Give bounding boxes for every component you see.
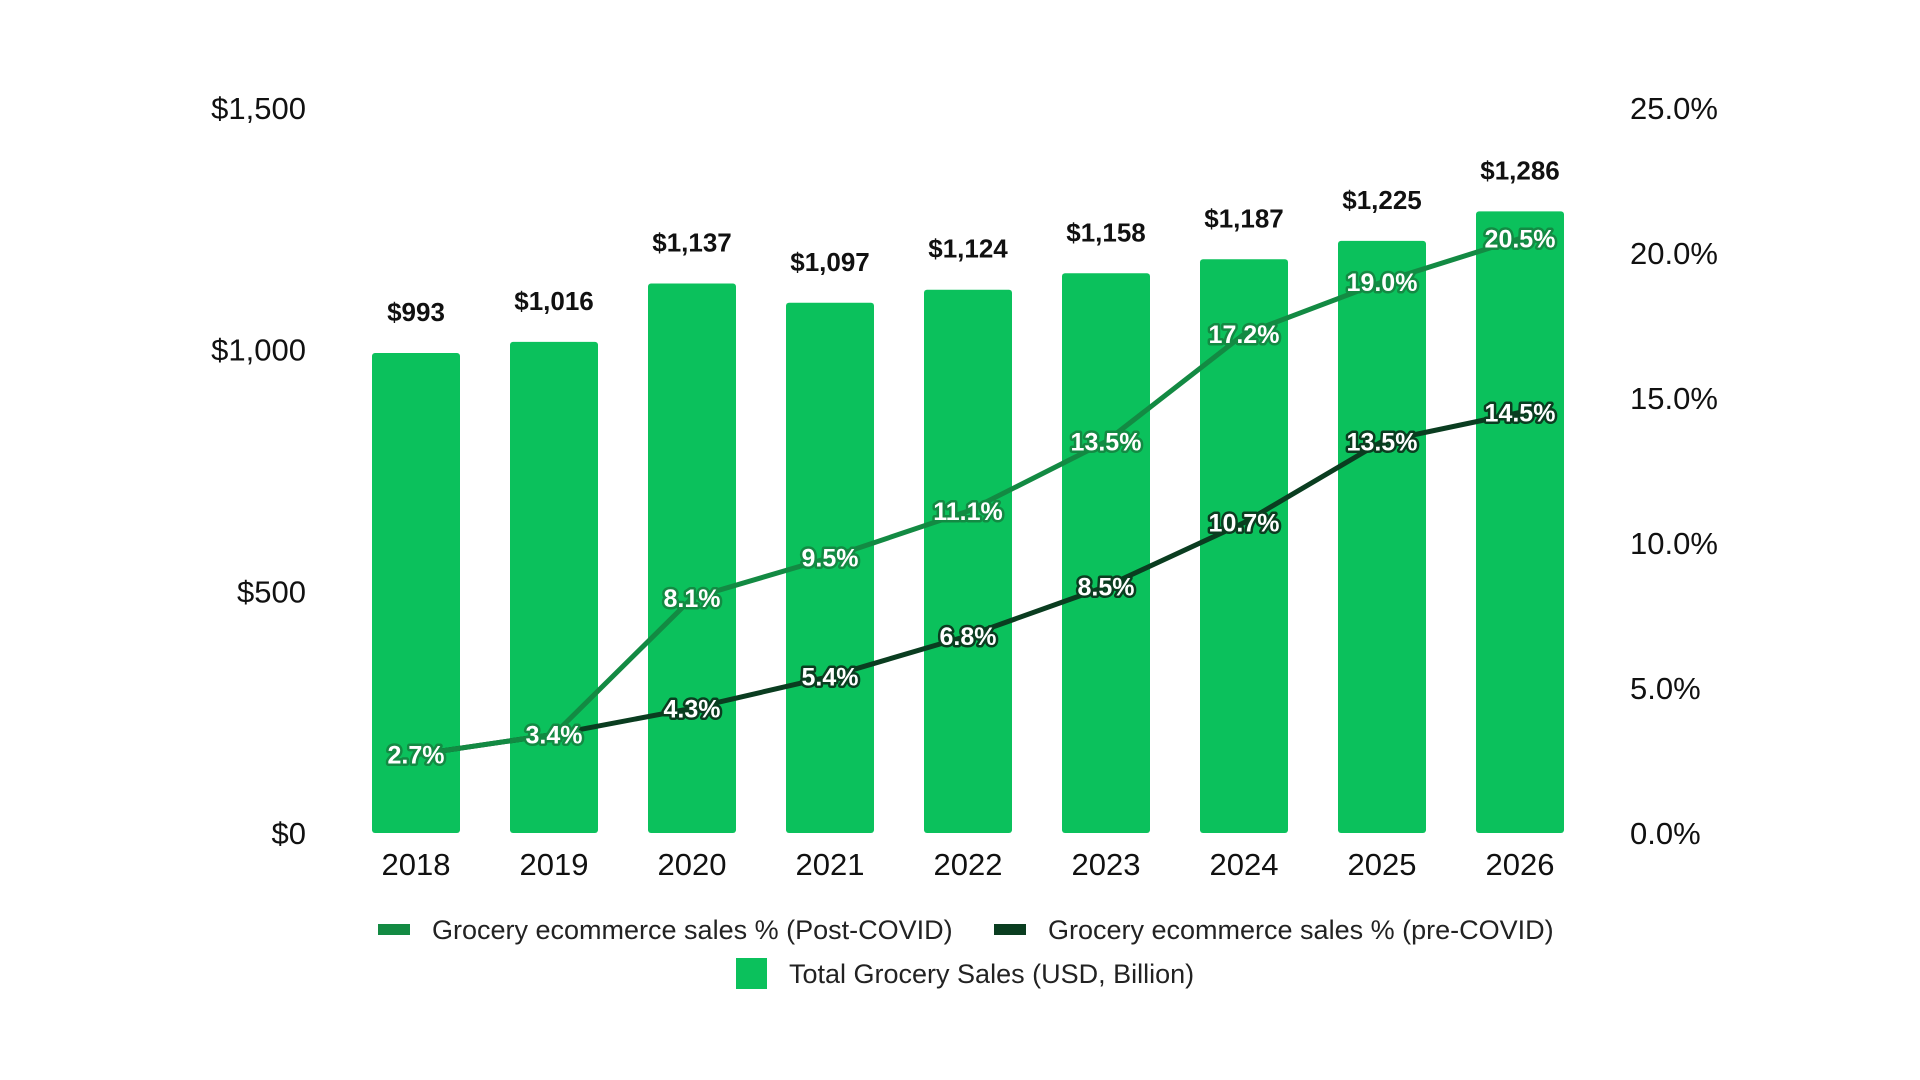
bar xyxy=(648,283,736,833)
y-left-tick-label: $0 xyxy=(272,816,306,851)
line-point-label: 13.5% xyxy=(1347,429,1418,457)
y-right-tick-label: 0.0% xyxy=(1630,816,1701,851)
legend-swatch-post-covid xyxy=(378,924,410,935)
legend-label-pre-covid: Grocery ecommerce sales % (pre-COVID) xyxy=(1048,915,1554,945)
line-point-label: 13.5% xyxy=(1071,429,1142,457)
y-left-tick-label: $1,000 xyxy=(211,333,306,368)
bar xyxy=(372,353,460,833)
line-point-label: 14.5% xyxy=(1485,400,1556,428)
x-tick-label: 2023 xyxy=(1072,847,1141,882)
x-tick-label: 2024 xyxy=(1210,847,1279,882)
bar-value-label: $1,286 xyxy=(1480,155,1560,185)
legend-swatch-total-sales xyxy=(736,958,767,989)
line-point-label: 20.5% xyxy=(1485,226,1556,254)
bar xyxy=(1062,273,1150,833)
bar-value-label: $1,225 xyxy=(1342,185,1422,215)
bar-value-label: $1,016 xyxy=(514,286,594,316)
y-right-tick-label: 20.0% xyxy=(1630,236,1718,271)
line-point-label: 17.2% xyxy=(1209,321,1280,349)
line-point-label: 19.0% xyxy=(1347,269,1418,297)
line-point-label: 8.1% xyxy=(664,585,721,613)
line-point-label: 3.4% xyxy=(526,721,583,749)
line-point-label: 10.7% xyxy=(1209,510,1280,538)
line-series xyxy=(415,236,1521,758)
line-series xyxy=(415,410,1521,758)
x-tick-label: 2020 xyxy=(658,847,727,882)
bar xyxy=(1476,211,1564,833)
x-tick-label: 2018 xyxy=(382,847,451,882)
bar xyxy=(786,302,874,833)
bar-value-label: $1,097 xyxy=(790,247,870,277)
bar xyxy=(924,289,1012,833)
x-tick-label: 2019 xyxy=(520,847,589,882)
line-point-label: 8.5% xyxy=(1078,574,1135,602)
line-point-label: 2.7% xyxy=(388,742,445,770)
bar xyxy=(1200,259,1288,833)
x-tick-label: 2021 xyxy=(796,847,865,882)
bar xyxy=(510,341,598,833)
line-point-label: 5.4% xyxy=(802,663,859,691)
y-right-tick-label: 10.0% xyxy=(1630,526,1718,561)
y-left-tick-label: $1,500 xyxy=(211,91,306,126)
legend-label-total-sales: Total Grocery Sales (USD, Billion) xyxy=(789,959,1194,989)
line-point-label: 11.1% xyxy=(933,498,1003,526)
legend-swatch-pre-covid xyxy=(994,924,1026,935)
line-point-label: 4.3% xyxy=(664,695,721,723)
x-tick-label: 2022 xyxy=(934,847,1003,882)
bar-value-label: $1,124 xyxy=(928,234,1008,264)
bar-value-label: $993 xyxy=(387,297,445,327)
bar-value-label: $1,137 xyxy=(652,227,732,257)
x-tick-label: 2026 xyxy=(1486,847,1555,882)
bar xyxy=(1338,240,1426,833)
x-tick-label: 2025 xyxy=(1348,847,1417,882)
line-point-label: 9.5% xyxy=(802,545,859,573)
y-right-tick-label: 15.0% xyxy=(1630,381,1718,416)
line-point-label: 6.8% xyxy=(940,623,997,651)
y-left-tick-label: $500 xyxy=(237,574,306,609)
bar-value-label: $1,158 xyxy=(1066,217,1146,247)
bar-value-label: $1,187 xyxy=(1204,203,1284,233)
legend-label-post-covid: Grocery ecommerce sales % (Post-COVID) xyxy=(432,915,953,945)
y-right-tick-label: 25.0% xyxy=(1630,91,1718,126)
y-right-tick-label: 5.0% xyxy=(1630,671,1701,706)
